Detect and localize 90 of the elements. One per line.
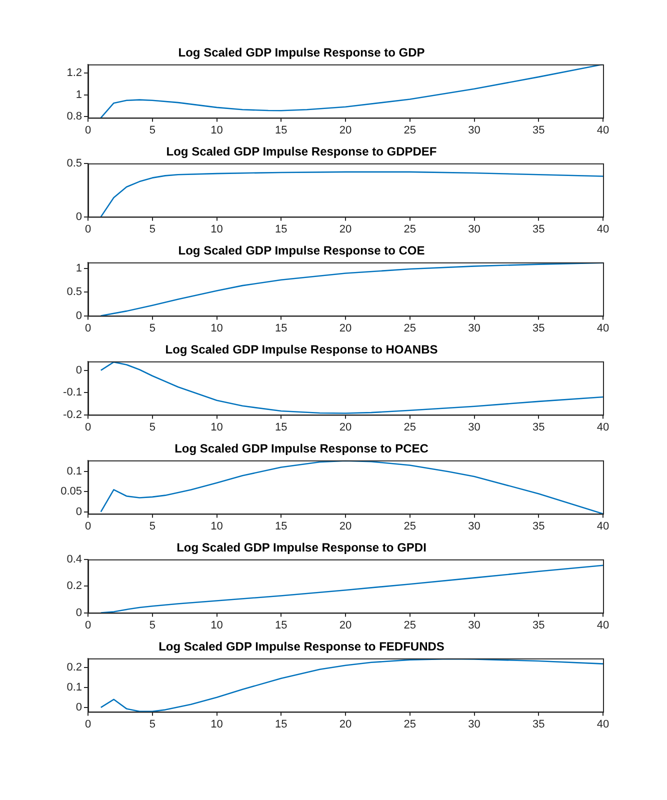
x-tick-label: 40 <box>596 520 610 532</box>
x-tick-label: 15 <box>275 520 288 532</box>
y-tick-label: -0.2 <box>63 408 82 421</box>
x-tick-label: 10 <box>210 223 223 236</box>
x-tick-label: 25 <box>404 718 416 730</box>
x-tick-label: 35 <box>532 718 545 730</box>
x-tick-label: 40 <box>596 421 610 434</box>
y-tick-label: 0.2 <box>66 580 82 592</box>
chart-title: Log Scaled GDP Impulse Response to GDPDEF <box>166 144 437 159</box>
y-tick-label: 1 <box>76 262 82 275</box>
x-tick-label: 35 <box>532 223 545 236</box>
x-tick-label: 10 <box>210 619 223 632</box>
x-tick-label: 20 <box>339 223 352 236</box>
x-tick-label: 30 <box>468 619 480 632</box>
x-tick-label: 15 <box>275 421 288 434</box>
x-tick-label: 0 <box>84 421 92 434</box>
x-tick-label: 0 <box>84 718 92 730</box>
x-tick-label: 25 <box>404 421 416 434</box>
x-tick-label: 40 <box>596 718 610 730</box>
y-tick-label: 0.05 <box>60 486 82 498</box>
y-tick-label: 0.5 <box>66 157 82 170</box>
x-tick-label: 25 <box>404 619 416 632</box>
x-tick-label: 20 <box>339 718 352 730</box>
x-tick-label: 0 <box>84 124 92 136</box>
x-tick-label: 10 <box>210 124 223 136</box>
x-tick-label: 10 <box>210 322 223 334</box>
x-tick-label: 40 <box>596 124 610 136</box>
y-tick-label: 0.1 <box>66 681 82 694</box>
y-tick-label: 0.2 <box>66 661 82 674</box>
y-tick-label: 0.8 <box>66 110 82 123</box>
x-tick-label: 30 <box>468 421 480 434</box>
x-tick-label: 35 <box>532 421 545 434</box>
x-tick-label: 25 <box>404 520 416 532</box>
x-tick-label: 15 <box>275 322 288 334</box>
x-tick-label: 5 <box>149 124 156 136</box>
x-tick-label: 30 <box>468 124 480 136</box>
x-tick-label: 10 <box>210 718 223 730</box>
x-tick-label: 0 <box>84 322 92 334</box>
x-tick-label: 20 <box>339 619 352 632</box>
x-tick-label: 20 <box>339 322 352 334</box>
x-tick-label: 10 <box>210 421 223 434</box>
chart-title: Log Scaled GDP Impulse Response to PCEC <box>174 442 429 456</box>
x-tick-label: 25 <box>404 322 416 334</box>
x-tick-label: 40 <box>596 223 610 236</box>
x-tick-label: 5 <box>149 223 156 236</box>
y-tick-label: 0 <box>76 210 82 223</box>
x-tick-label: 30 <box>468 322 480 334</box>
x-tick-label: 5 <box>149 619 156 632</box>
x-tick-label: 5 <box>149 520 156 532</box>
x-tick-label: 20 <box>339 124 352 136</box>
x-tick-label: 15 <box>275 223 288 236</box>
chart-title: Log Scaled GDP Impulse Response to GPDI <box>176 540 426 555</box>
x-tick-label: 20 <box>339 520 352 532</box>
x-tick-label: 30 <box>468 718 480 730</box>
x-tick-label: 35 <box>532 322 545 334</box>
x-tick-label: 0 <box>84 619 92 632</box>
y-tick-label: 0 <box>76 701 82 714</box>
x-tick-label: 40 <box>596 322 610 334</box>
x-tick-label: 25 <box>404 223 416 236</box>
x-tick-label: 25 <box>404 124 416 136</box>
x-tick-label: 35 <box>532 124 545 136</box>
y-tick-label: 0.1 <box>66 466 82 478</box>
x-tick-label: 15 <box>275 718 288 730</box>
x-tick-label: 5 <box>149 322 156 334</box>
y-tick-label: 0 <box>76 606 82 619</box>
y-tick-label: -0.1 <box>63 386 82 399</box>
x-tick-label: 10 <box>210 520 223 532</box>
x-tick-label: 30 <box>468 520 480 532</box>
y-tick-label: 0.4 <box>66 553 82 566</box>
y-tick-label: 0.5 <box>66 286 82 298</box>
chart-title: Log Scaled GDP Impulse Response to FEDFUNDS <box>158 640 444 654</box>
chart-title: Log Scaled GDP Impulse Response to COE <box>178 244 425 258</box>
x-tick-label: 40 <box>596 619 610 632</box>
x-tick-label: 20 <box>339 421 352 434</box>
y-tick-label: 0 <box>76 506 82 518</box>
x-tick-label: 0 <box>84 520 92 532</box>
y-tick-label: 1.2 <box>66 67 82 80</box>
x-tick-label: 30 <box>468 223 480 236</box>
chart-title: Log Scaled GDP Impulse Response to HOANBS <box>165 342 438 357</box>
chart-title: Log Scaled GDP Impulse Response to GDP <box>178 46 425 60</box>
x-tick-label: 35 <box>532 520 545 532</box>
x-tick-label: 0 <box>84 223 92 236</box>
x-tick-label: 5 <box>149 718 156 730</box>
y-tick-label: 0 <box>76 310 82 322</box>
y-tick-label: 1 <box>76 88 82 101</box>
x-tick-label: 35 <box>532 619 545 632</box>
y-tick-label: 0 <box>76 364 82 376</box>
x-tick-label: 5 <box>149 421 156 434</box>
x-tick-label: 15 <box>275 124 288 136</box>
x-tick-label: 15 <box>275 619 288 632</box>
